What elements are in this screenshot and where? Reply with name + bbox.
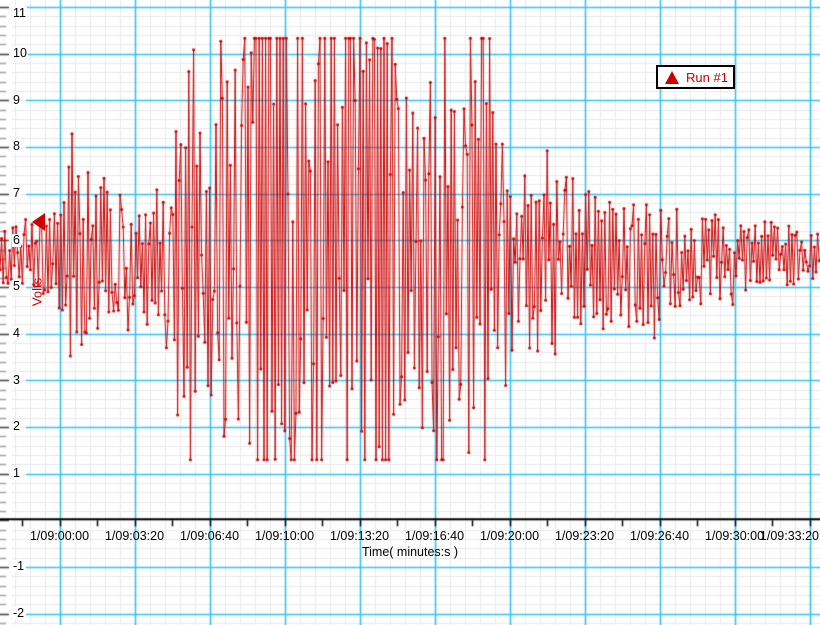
y-tick-label: 10	[12, 46, 28, 61]
y-tick-label: -1	[12, 559, 26, 574]
y-tick-label: 5	[12, 279, 21, 294]
x-tick-label: 1/09:06:40	[179, 529, 240, 543]
y-tick-label: 2	[12, 419, 21, 434]
y-tick-label: 6	[12, 232, 21, 247]
x-tick-label: 1/09:13:20	[329, 529, 390, 543]
x-tick-label: 1/09:16:40	[404, 529, 465, 543]
x-tick-label: 1/09:10:00	[254, 529, 315, 543]
legend-series-label: Run #1	[686, 69, 728, 85]
y-tick-label: 11	[12, 6, 27, 20]
x-tick-label: 1/09:20:00	[479, 529, 540, 543]
x-tick-label: 1/09:23:20	[554, 529, 615, 543]
x-tick-label: 1/09:30:00	[704, 529, 765, 543]
y-tick-label: 9	[12, 92, 21, 107]
y-tick-label: -2	[12, 606, 26, 621]
x-tick-label: 1/09:03:20	[104, 529, 165, 543]
x-axis-title: Time( minutes:s )	[361, 545, 459, 559]
y-tick-label: 7	[12, 186, 21, 201]
legend: Run #1	[656, 65, 735, 89]
x-tick-label: 1/09:33:20	[759, 529, 819, 543]
y-tick-label: 3	[12, 372, 21, 387]
y-tick-label: 1	[12, 466, 21, 481]
y-axis-title: Volts	[29, 277, 45, 307]
channel-pointer-icon[interactable]	[32, 212, 45, 231]
triangle-up-icon	[665, 70, 679, 84]
y-tick-label: 8	[12, 139, 21, 154]
y-tick-label: 4	[12, 326, 21, 341]
x-tick-label: 1/09:26:40	[629, 529, 690, 543]
x-tick-label: 1/09:00:00	[29, 529, 90, 543]
